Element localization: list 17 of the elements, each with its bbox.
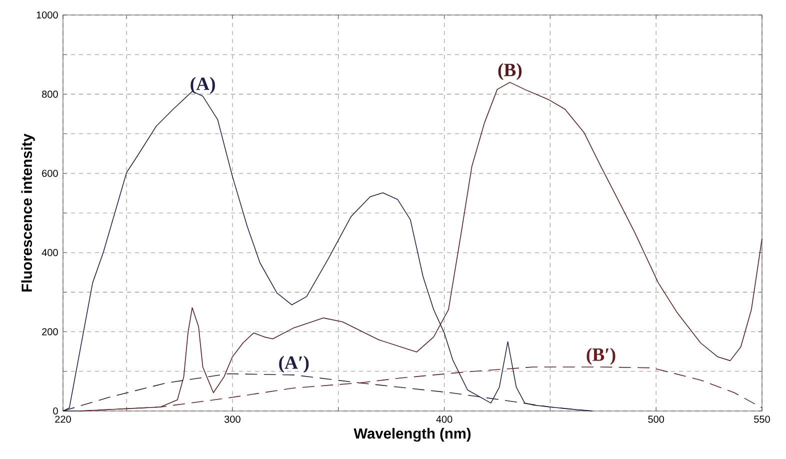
x-tick-label: 550 xyxy=(754,416,770,423)
y-tick-label: 400 xyxy=(42,249,58,256)
y-tick-label: 600 xyxy=(42,170,58,177)
y-tick-label: 200 xyxy=(42,328,58,336)
series-label: (B) xyxy=(498,63,522,80)
x-tick-label: 220 xyxy=(55,416,71,423)
x-axis-title: Wavelength (nm) xyxy=(354,428,471,442)
y-tick-label: 800 xyxy=(42,90,58,98)
series-label: (B′) xyxy=(586,348,616,365)
series-label: (A′) xyxy=(279,356,309,373)
x-tick-label: 300 xyxy=(224,416,240,423)
x-tick-label: 400 xyxy=(436,416,452,423)
series-label: (A) xyxy=(190,76,215,94)
x-tick-label: 500 xyxy=(648,416,664,423)
y-axis-title: Fluorescence intensity xyxy=(21,134,35,292)
y-tick-label: 0 xyxy=(53,407,58,415)
y-tick-label: 1000 xyxy=(36,11,58,19)
